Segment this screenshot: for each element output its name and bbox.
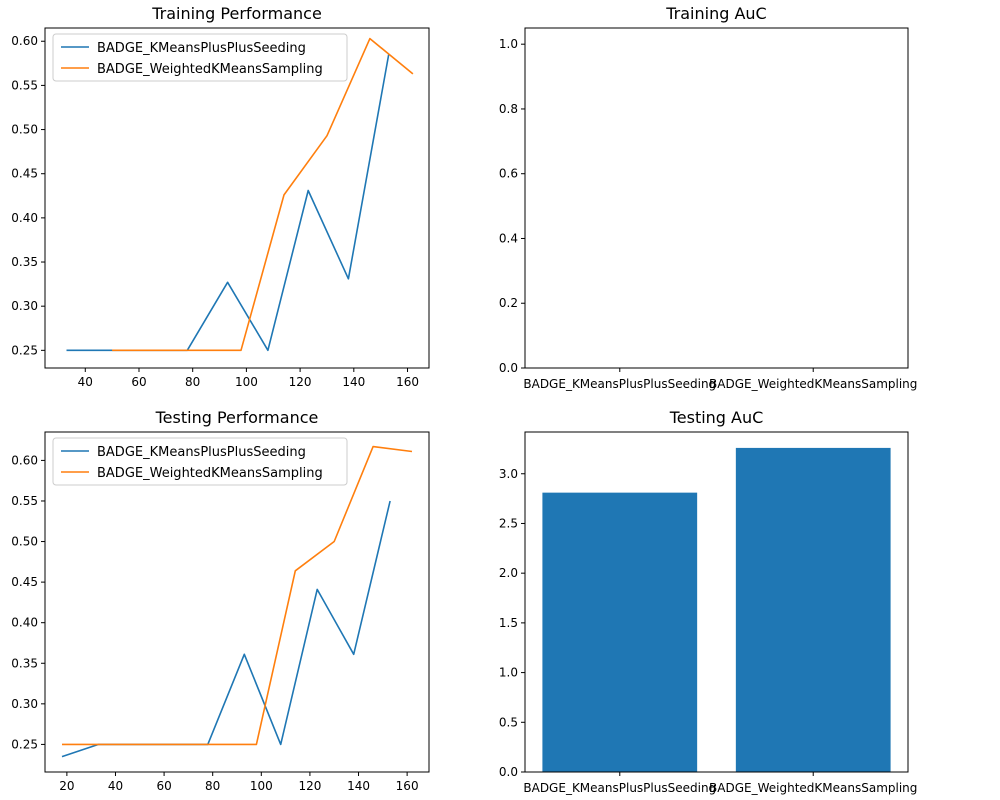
x-tick-label: BADGE_WeightedKMeansSampling	[709, 377, 917, 391]
y-tick-label: 0.4	[499, 231, 518, 245]
x-tick-label: 140	[342, 375, 365, 389]
x-tick-label: 80	[185, 375, 200, 389]
y-tick-label: 0.0	[499, 765, 518, 779]
y-tick-label: 0.45	[11, 167, 38, 181]
y-tick-label: 0.25	[11, 737, 38, 751]
plot-frame	[44, 431, 430, 773]
chart-title: Testing AuC	[669, 408, 764, 427]
training-auc-panel: Training AuC 0.0 0.2 0.4 0.6 0.8 1.0 BADGE_KMea…	[499, 4, 917, 391]
chart-title: Training AuC	[665, 4, 766, 23]
y-tick-label: 0.40	[11, 211, 38, 225]
x-tick-label: BADGE_KMeansPlusPlusSeeding	[523, 377, 716, 391]
y-tick-label: 0.30	[11, 299, 38, 313]
legend-frame	[52, 33, 348, 82]
series-line-1	[66, 54, 390, 352]
y-tick-label: 0.50	[11, 535, 38, 549]
y-tick-label: 0.55	[11, 494, 38, 508]
testing-auc-panel: Testing AuC 0.0 0.5 1.0 1.5 2.0 2.5 3.0 BADGE_KM…	[499, 408, 917, 795]
x-tick-label: 20	[59, 779, 74, 793]
y-tick-label: 0.30	[11, 697, 38, 711]
x-tick-label: 120	[289, 375, 312, 389]
x-tick-label: 100	[250, 779, 273, 793]
x-tick-label: 160	[396, 779, 419, 793]
x-tick-label: 60	[131, 375, 146, 389]
y-tick-label: 0.60	[11, 34, 38, 48]
y-tick-label: 2.5	[499, 516, 518, 530]
y-tick-label: 0.8	[499, 102, 518, 116]
y-tick-label: 2.0	[499, 566, 518, 580]
x-tick-label: 120	[298, 779, 321, 793]
x-tick-label: 100	[235, 375, 258, 389]
y-tick-label: 0.6	[499, 167, 518, 181]
y-tick-label: 0.35	[11, 656, 38, 670]
legend-label-1: BADGE_KMeansPlusPlusSeeding	[97, 41, 306, 56]
bar-2	[735, 447, 891, 772]
testing-performance-panel: Testing Performance 0.25 0.30 0.35 0.40 0.45 0…	[11, 408, 430, 793]
training-performance-panel: Training Performance 0.25 0.30 0.35 0.40 0.45…	[11, 4, 430, 389]
plot-frame	[524, 27, 909, 369]
series-line-2	[62, 445, 413, 746]
legend-label-1: BADGE_KMeansPlusPlusSeeding	[97, 445, 306, 460]
y-tick-label: 0.0	[499, 361, 518, 375]
legend: BADGE_KMeansPlusPlusSeeding BADGE_Weighte…	[52, 437, 348, 486]
series-line-1	[61, 500, 391, 758]
legend-label-2: BADGE_WeightedKMeansSampling	[97, 62, 323, 77]
y-tick-label: 0.45	[11, 575, 38, 589]
chart-title: Testing Performance	[155, 408, 319, 427]
x-tick-label: 60	[156, 779, 171, 793]
y-tick-label: 1.5	[499, 616, 518, 630]
x-tick-label: 80	[205, 779, 220, 793]
y-tick-label: 0.60	[11, 453, 38, 467]
x-tick-label: BADGE_KMeansPlusPlusSeeding	[523, 781, 716, 795]
legend-frame	[52, 437, 348, 486]
y-tick-label: 0.55	[11, 78, 38, 92]
bar-1	[542, 492, 698, 772]
y-tick-label: 0.35	[11, 255, 38, 269]
y-tick-label: 0.25	[11, 343, 38, 357]
y-tick-label: 3.0	[499, 467, 518, 481]
x-tick-label: 40	[108, 779, 123, 793]
plot-frame	[524, 431, 909, 773]
legend-label-2: BADGE_WeightedKMeansSampling	[97, 466, 323, 481]
x-tick-label: 160	[396, 375, 419, 389]
x-tick-label: 140	[347, 779, 370, 793]
chart-title: Training Performance	[151, 4, 322, 23]
y-tick-label: 1.0	[499, 37, 518, 51]
legend: BADGE_KMeansPlusPlusSeeding BADGE_Weighte…	[52, 33, 348, 82]
y-tick-label: 0.50	[11, 123, 38, 137]
y-tick-label: 0.40	[11, 616, 38, 630]
y-tick-label: 0.2	[499, 296, 518, 310]
plot-frame	[44, 27, 430, 369]
series-line-2	[112, 37, 414, 352]
x-tick-label: BADGE_WeightedKMeansSampling	[709, 781, 917, 795]
x-tick-label: 40	[78, 375, 93, 389]
y-tick-label: 1.0	[499, 666, 518, 680]
y-tick-label: 0.5	[499, 715, 518, 729]
